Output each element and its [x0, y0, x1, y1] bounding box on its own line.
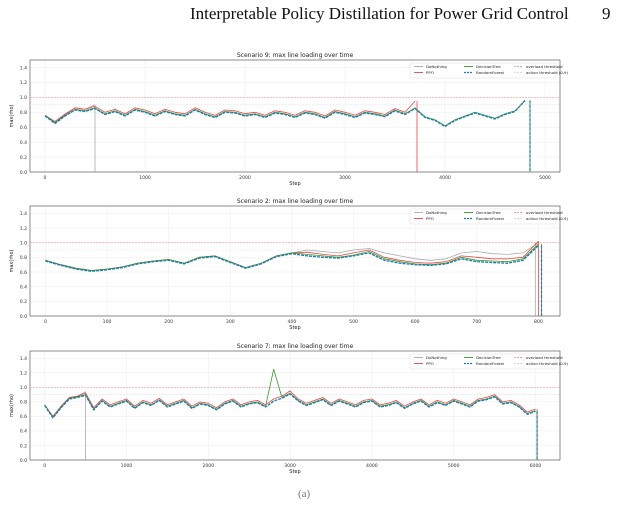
chart1-x-tick-label: 0	[44, 175, 47, 181]
chart3-x-tick-label: 2000	[202, 463, 214, 469]
chart2-legend-label-decisiontree: DecisionTree	[476, 210, 501, 215]
chart2-x-tick-label: 800	[534, 319, 543, 325]
page-header: Interpretable Policy Distillation for Po…	[0, 4, 631, 26]
chart2-series-line-decisiontree	[45, 243, 539, 271]
chart2-title: Scenario 2: max line loading over time	[237, 198, 354, 205]
chart1-x-tick-label: 5000	[539, 175, 551, 181]
running-title: Interpretable Policy Distillation for Po…	[190, 4, 569, 23]
chart3-x-axis-label: Step	[289, 469, 300, 475]
chart2-x-tick-label: 400	[288, 319, 297, 325]
chart2-y-tick-label: 0.8	[20, 255, 27, 261]
chart3-legend-label-randomforest: RandomForest	[476, 361, 505, 366]
chart1-x-tick-label: 4000	[439, 175, 451, 181]
chart2-y-tick-label: 1.4	[20, 211, 27, 217]
chart3-legend-box	[409, 353, 557, 370]
chart1-y-tick-label: 0.6	[20, 125, 27, 131]
chart1-x-tick-label: 3000	[339, 175, 351, 181]
chart3-legend-label-ppo: PPO	[426, 361, 434, 366]
chart1-y-tick-label: 0.8	[20, 110, 27, 116]
chart3-x-tick-label: 5000	[448, 463, 460, 469]
chart1-title: Scenario 9: max line loading over time	[237, 52, 354, 59]
chart1-y-tick-label: 1.2	[20, 80, 27, 86]
chart2-legend-label-ppo: PPO	[426, 216, 434, 221]
chart2-y-tick-label: 0.2	[20, 299, 27, 305]
chart3-series-line-ppo	[44, 390, 536, 417]
chart1-legend-label-ppo: PPO	[426, 70, 434, 75]
chart3-x-tick-label: 3000	[284, 463, 296, 469]
chart1-legend-label-decisiontree: DecisionTree	[476, 64, 501, 69]
chart3-y-axis-label: max(rho)	[9, 394, 15, 417]
chart1-y-tick-label: 1.0	[20, 95, 27, 101]
chart2-x-tick-label: 200	[164, 319, 173, 325]
chart2-legend-label-action: action threshold (0.9)	[526, 216, 568, 221]
page-number: 9	[602, 4, 611, 23]
chart1-x-tick-label: 2000	[239, 175, 251, 181]
chart3-x-tick-label: 0	[43, 463, 46, 469]
chart2-axes-frame	[29, 205, 561, 317]
chart1-y-tick-label: 0.4	[20, 140, 27, 146]
chart1-legend-label-overload: overload threshold	[526, 64, 563, 69]
chart2-x-tick-label: 100	[103, 319, 112, 325]
chart1-y-tick-label: 1.4	[20, 65, 27, 71]
chart2-x-tick-label: 700	[472, 319, 481, 325]
chart1-legend-box	[409, 62, 557, 79]
chart3-y-tick-label: 0.4	[20, 429, 27, 435]
chart3-series-line-randomforest	[44, 393, 536, 419]
chart2-series-line-randomforest	[45, 245, 539, 272]
chart3-y-tick-label: 0.6	[20, 414, 27, 420]
chart1-axes-frame	[29, 59, 561, 173]
chart1-y-tick-label: 0.2	[20, 155, 27, 161]
chart3-y-tick-label: 1.0	[20, 385, 27, 391]
chart2-x-tick-label: 300	[226, 319, 235, 325]
figure-caption: (a)	[298, 488, 311, 500]
chart1-series-line-ppo	[44, 100, 416, 123]
chart1-legend-label-action: action threshold (0.9)	[526, 70, 568, 75]
chart1-x-axis-label: Step	[289, 181, 300, 187]
chart3-series-line-decisiontree	[44, 368, 536, 418]
chart2-y-tick-label: 0.0	[20, 314, 27, 320]
chart3-x-tick-label: 6000	[530, 463, 542, 469]
chart3-y-tick-label: 1.2	[20, 371, 27, 377]
chart3-legend-label-decisiontree: DecisionTree	[476, 355, 501, 360]
chart1-series-line-randomforest	[44, 99, 526, 128]
chart1-y-axis-label: max(rho)	[9, 104, 15, 127]
chart2-y-tick-label: 1.2	[20, 226, 27, 232]
chart1-legend-label-donothing: DoNothing	[426, 64, 447, 69]
chart1-x-tick-label: 1000	[139, 175, 151, 181]
chart2-legend-label-randomforest: RandomForest	[476, 216, 505, 221]
chart3-legend-label-donothing: DoNothing	[426, 355, 447, 360]
chart2-y-tick-label: 0.6	[20, 270, 27, 276]
chart3-y-tick-label: 0.8	[20, 400, 27, 406]
chart2-y-tick-label: 0.4	[20, 284, 27, 290]
chart1-y-tick-label: 0.0	[20, 170, 27, 176]
chart2-x-tick-label: 500	[349, 319, 358, 325]
chart3-axes-frame	[29, 350, 561, 461]
chart3-x-tick-label: 1000	[121, 463, 133, 469]
figure-line-charts: Scenario 9: max line loading over time 0.…	[9, 52, 568, 475]
chart2-x-axis-label: Step	[289, 325, 300, 331]
chart2-legend-label-overload: overload threshold	[526, 210, 563, 215]
chart2-legend-box	[409, 208, 557, 225]
chart3-legend-label-action: action threshold (0.9)	[526, 361, 568, 366]
chart1-legend-label-randomforest: RandomForest	[476, 70, 505, 75]
chart3-title: Scenario 7: max line loading over time	[237, 343, 354, 350]
chart2-x-tick-label: 0	[44, 319, 47, 325]
chart3-legend-label-overload: overload threshold	[526, 355, 563, 360]
chart3-y-tick-label: 0.2	[20, 443, 27, 449]
chart2-x-tick-label: 600	[411, 319, 420, 325]
chart3-y-tick-label: 0.0	[20, 458, 27, 464]
chart2-y-tick-label: 1.0	[20, 240, 27, 246]
chart3-x-tick-label: 4000	[366, 463, 378, 469]
chart2-y-axis-label: max(rho)	[9, 249, 15, 272]
chart2-legend-label-donothing: DoNothing	[426, 210, 447, 215]
chart3-y-tick-label: 1.4	[20, 356, 27, 362]
